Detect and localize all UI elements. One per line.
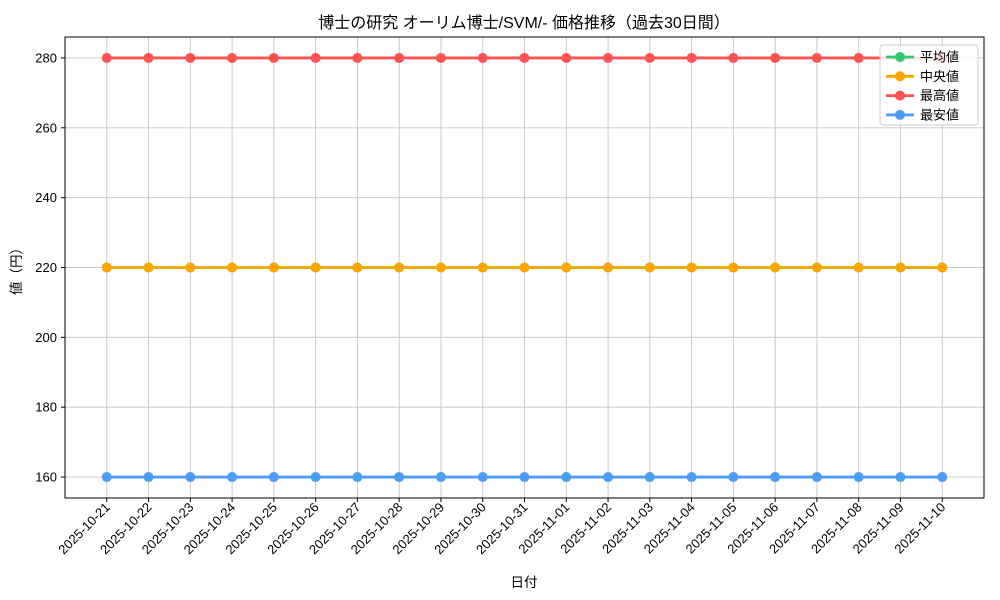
data-point-marker (227, 52, 238, 63)
data-point-marker (394, 472, 405, 483)
x-axis-label: 日付 (511, 575, 538, 590)
legend-marker (895, 109, 905, 120)
data-point-marker (770, 262, 781, 273)
data-point-marker (811, 472, 822, 483)
data-point-marker (477, 472, 488, 483)
data-point-marker (185, 52, 196, 63)
data-point-marker (477, 52, 488, 63)
chart-title: 博士の研究 オーリム博士/SVM/- 価格推移（過去30日間） (318, 14, 730, 32)
data-point-marker (227, 472, 238, 483)
data-point-marker (644, 52, 655, 63)
data-point-marker (937, 472, 948, 483)
data-point-marker (268, 472, 279, 483)
data-point-marker (185, 472, 196, 483)
legend-label: 最安値 (920, 107, 959, 122)
data-point-marker (268, 262, 279, 273)
data-point-marker (561, 472, 572, 483)
data-point-marker (101, 472, 112, 483)
data-point-marker (603, 472, 614, 483)
data-point-marker (895, 262, 906, 273)
legend-label: 中央値 (920, 69, 959, 84)
y-tick-label: 260 (35, 120, 57, 135)
data-point-marker (435, 472, 446, 483)
data-point-marker (519, 262, 530, 273)
data-point-marker (644, 472, 655, 483)
data-point-marker (477, 262, 488, 273)
y-tick-label: 180 (35, 400, 57, 415)
data-point-marker (394, 262, 405, 273)
data-point-marker (143, 472, 154, 483)
data-point-marker (770, 52, 781, 63)
data-point-marker (644, 262, 655, 273)
data-point-marker (853, 472, 864, 483)
data-point-marker (895, 472, 906, 483)
data-point-marker (394, 52, 405, 63)
data-point-marker (770, 472, 781, 483)
data-point-marker (728, 262, 739, 273)
data-point-marker (561, 262, 572, 273)
data-point-marker (686, 52, 697, 63)
y-tick-label: 240 (35, 190, 57, 205)
data-point-marker (937, 262, 948, 273)
data-point-marker (435, 262, 446, 273)
y-tick-label: 280 (35, 50, 57, 65)
data-point-marker (310, 52, 321, 63)
data-point-marker (435, 52, 446, 63)
legend-marker (895, 52, 905, 62)
data-point-marker (227, 262, 238, 273)
legend-marker (895, 90, 905, 101)
y-tick-label: 200 (35, 330, 57, 345)
data-point-marker (811, 262, 822, 273)
axes: 2025-10-212025-10-222025-10-232025-10-24… (35, 36, 985, 557)
data-point-marker (185, 262, 196, 273)
data-point-marker (310, 472, 321, 483)
data-point-marker (143, 52, 154, 63)
data-point-marker (728, 472, 739, 483)
data-point-marker (268, 52, 279, 63)
legend-label: 平均値 (920, 50, 959, 65)
data-point-marker (603, 262, 614, 273)
data-point-marker (686, 472, 697, 483)
data-point-marker (519, 472, 530, 483)
data-point-marker (143, 262, 154, 273)
y-tick-label: 160 (35, 470, 57, 485)
data-point-marker (101, 262, 112, 273)
data-point-marker (352, 262, 363, 273)
data-point-marker (101, 52, 112, 63)
legend-marker (895, 71, 905, 82)
data-point-marker (352, 52, 363, 63)
data-point-marker (853, 262, 864, 273)
data-point-marker (561, 52, 572, 63)
data-point-marker (352, 472, 363, 483)
data-point-marker (519, 52, 530, 63)
data-point-marker (603, 52, 614, 63)
data-point-marker (811, 52, 822, 63)
data-point-marker (310, 262, 321, 273)
legend-box (879, 44, 979, 126)
data-series (101, 52, 948, 483)
data-point-marker (853, 52, 864, 63)
y-tick-label: 220 (35, 260, 57, 275)
legend-label: 最高値 (920, 88, 959, 103)
data-point-marker (686, 262, 697, 273)
y-axis-label: 値（円） (9, 241, 24, 295)
data-point-marker (728, 52, 739, 63)
